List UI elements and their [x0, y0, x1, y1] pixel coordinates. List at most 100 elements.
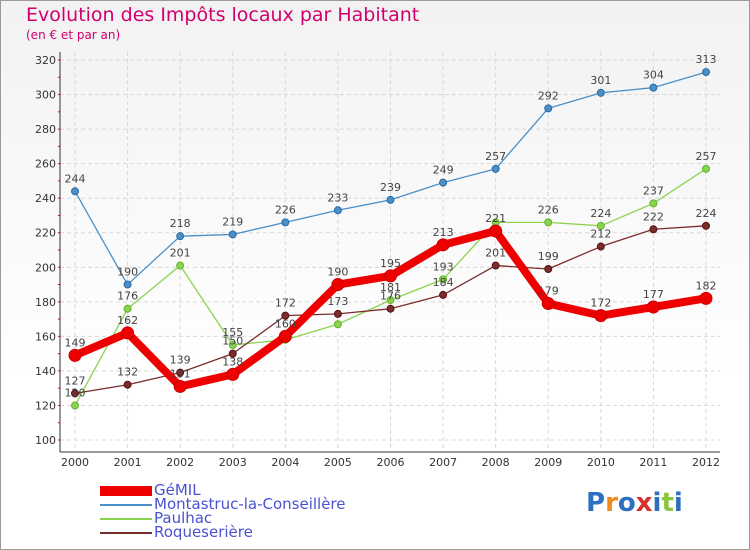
data-label-montastruc-la-conseillere: 292 [538, 89, 559, 102]
y-tick-label: 160 [35, 330, 56, 343]
data-point-roqueseriere [176, 368, 185, 377]
x-tick-label: 2007 [429, 456, 457, 469]
data-label-gemil: 221 [485, 212, 506, 225]
data-point-montastruc-la-conseillere [491, 164, 500, 173]
data-label-paulhac: 181 [380, 281, 401, 294]
legend-swatch [100, 518, 152, 520]
data-label-gemil: 213 [433, 226, 454, 239]
data-point-paulhac [71, 401, 79, 410]
grid-lines [60, 52, 720, 452]
data-label-montastruc-la-conseillere: 190 [117, 266, 138, 279]
data-point-paulhac [702, 164, 710, 173]
data-label-gemil: 177 [643, 288, 664, 301]
data-point-paulhac [176, 261, 185, 270]
data-point-roqueseriere [491, 261, 500, 270]
data-label-roqueseriere: 224 [696, 207, 717, 220]
data-label-roqueseriere: 173 [327, 295, 348, 308]
x-tick-label: 2001 [114, 456, 142, 469]
data-point-gemil [699, 291, 713, 305]
data-label-montastruc-la-conseillere: 226 [275, 203, 296, 216]
data-point-montastruc-la-conseillere [544, 104, 553, 113]
data-label-paulhac: 176 [117, 290, 138, 303]
data-point-roqueseriere [596, 242, 605, 251]
data-point-montastruc-la-conseillere [281, 218, 290, 227]
series-lines [68, 68, 713, 410]
data-point-paulhac [386, 296, 395, 305]
data-label-gemil: 160 [275, 317, 296, 330]
legend-label: Roqueserière [154, 523, 253, 541]
data-point-paulhac [596, 221, 605, 230]
data-label-montastruc-la-conseillere: 239 [380, 181, 401, 194]
legend-label: Montastruc-la-Conseillère [154, 495, 346, 513]
y-tick-label: 140 [35, 365, 56, 378]
y-tick-label: 180 [35, 296, 56, 309]
logo-letter: x [635, 488, 653, 518]
legend-swatch [100, 504, 152, 506]
y-tick-label: 300 [35, 89, 56, 102]
data-label-gemil: 190 [327, 266, 348, 279]
legend-label: GéMIL [154, 481, 201, 499]
data-point-montastruc-la-conseillere [123, 280, 132, 289]
data-label-montastruc-la-conseillere: 233 [327, 191, 348, 204]
x-tick-label: 2002 [166, 456, 194, 469]
data-point-gemil [173, 379, 187, 393]
data-label-paulhac: 224 [590, 207, 611, 220]
data-point-montastruc-la-conseillere [386, 195, 395, 204]
data-point-paulhac [544, 218, 553, 227]
data-label-gemil: 149 [65, 336, 86, 349]
data-point-gemil [646, 300, 660, 314]
data-label-montastruc-la-conseillere: 219 [222, 215, 243, 228]
data-label-roqueseriere: 139 [170, 354, 191, 367]
data-point-roqueseriere [281, 311, 290, 320]
data-point-montastruc-la-conseillere [333, 206, 342, 215]
y-tick-label: 260 [35, 158, 56, 171]
logo-letter: r [605, 488, 618, 518]
logo-letter: i [652, 488, 662, 518]
axes: 100 120 140 160 180 200 220 240 260 280 300 320 2000… [35, 52, 720, 469]
x-tick-label: 2012 [692, 456, 720, 469]
data-label-paulhac: 237 [643, 184, 664, 197]
legend-item-roqueseriere: Roqueserière [100, 523, 420, 541]
data-point-montastruc-la-conseillere [649, 83, 658, 92]
data-label-paulhac: 201 [170, 247, 191, 260]
legend-label: Paulhac [154, 509, 213, 527]
x-tick-label: 2000 [61, 456, 89, 469]
x-tick-label: 2003 [219, 456, 247, 469]
data-point-gemil [489, 224, 503, 238]
data-label-roqueseriere: 132 [117, 366, 138, 379]
legend-item-montastruc-la-conseillere: Montastruc-la-Conseillère [100, 495, 420, 513]
data-label-roqueseriere: 201 [485, 247, 506, 260]
x-tick-label: 2005 [324, 456, 352, 469]
data-point-paulhac [333, 320, 342, 329]
data-point-paulhac [439, 275, 448, 284]
data-point-gemil [226, 367, 240, 381]
chart-subtitle: (en € et par an) [26, 28, 121, 42]
data-point-gemil [384, 269, 397, 283]
data-label-roqueseriere: 222 [643, 210, 664, 223]
x-tick-label: 2010 [587, 456, 615, 469]
data-label-gemil: 182 [696, 279, 717, 292]
data-label-roqueseriere: 150 [222, 335, 243, 348]
data-point-roqueseriere [386, 304, 395, 313]
data-point-gemil [278, 329, 292, 343]
x-tick-label: 2011 [639, 456, 667, 469]
data-label-roqueseriere: 176 [380, 290, 401, 303]
data-label-roqueseriere: 199 [538, 250, 559, 263]
data-point-montastruc-la-conseillere [176, 232, 185, 241]
logo-letter: t [661, 488, 674, 518]
data-label-paulhac: 193 [433, 260, 454, 273]
data-label-paulhac: 257 [696, 150, 717, 163]
data-point-gemil [436, 238, 450, 252]
x-tick-label: 2006 [377, 456, 405, 469]
y-tick-label: 100 [35, 434, 56, 447]
data-point-roqueseriere [702, 221, 710, 230]
data-label-montastruc-la-conseillere: 304 [643, 69, 664, 82]
data-label-montastruc-la-conseillere: 313 [696, 53, 717, 66]
data-point-gemil [121, 326, 135, 340]
y-tick-label: 320 [35, 54, 56, 67]
data-point-roqueseriere [649, 225, 658, 234]
legend-swatch [100, 486, 152, 496]
logo-letter: i [673, 488, 683, 518]
legend-item-paulhac: Paulhac [100, 509, 420, 527]
y-tick-label: 240 [35, 192, 56, 205]
